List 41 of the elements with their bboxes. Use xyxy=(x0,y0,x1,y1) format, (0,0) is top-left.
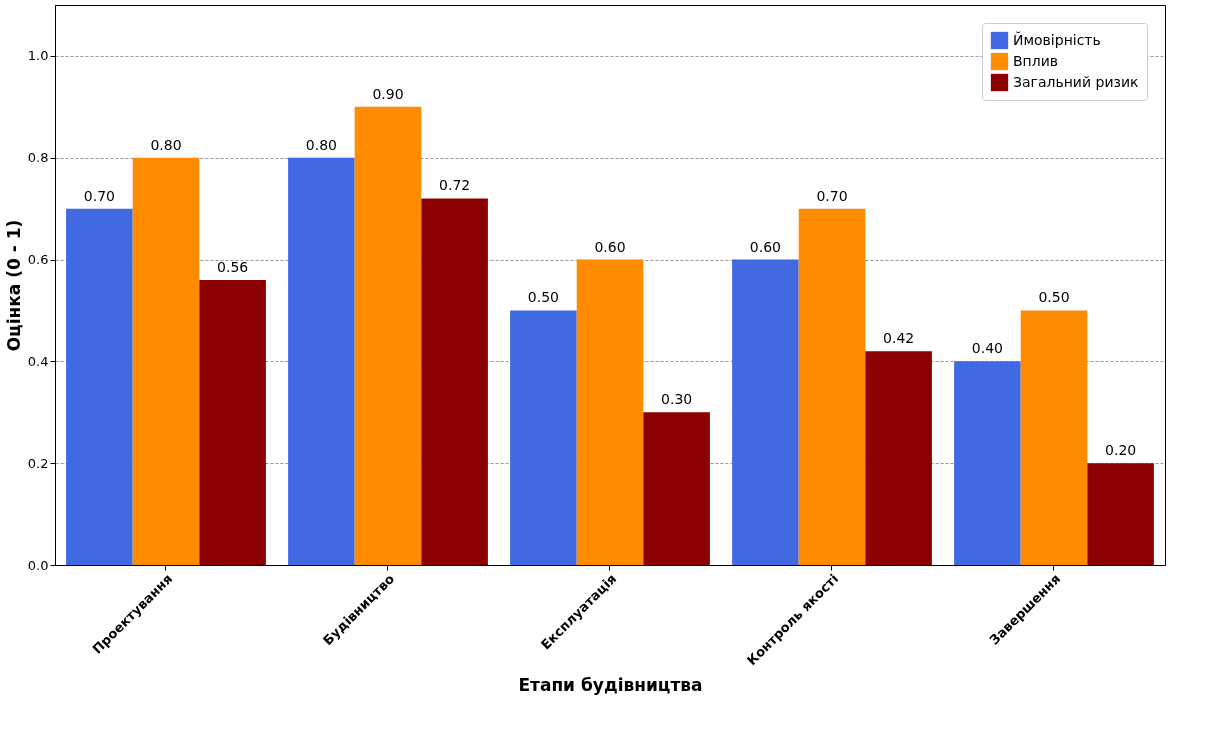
data-label: 0.72 xyxy=(439,177,471,194)
y-tick-label: 0.4 xyxy=(27,353,49,369)
y-tick-label: 0.2 xyxy=(27,455,49,471)
y-tick-label: 0.6 xyxy=(27,252,49,268)
data-label: 0.90 xyxy=(372,85,404,102)
data-label: 0.80 xyxy=(150,136,182,153)
bar xyxy=(732,259,799,565)
bar xyxy=(1020,310,1088,565)
bar xyxy=(798,208,866,565)
legend-label: Загальний ризик xyxy=(1013,73,1139,90)
data-label: 0.50 xyxy=(527,289,559,306)
bar xyxy=(1087,463,1154,565)
data-label: 0.30 xyxy=(661,391,693,408)
y-tick-label: 0.0 xyxy=(27,557,49,573)
legend-label: Вплив xyxy=(1013,52,1059,69)
bar xyxy=(354,106,422,565)
bar xyxy=(199,279,266,565)
data-label: 0.42 xyxy=(883,330,915,347)
y-axis-title: Оцінка (0 - 1) xyxy=(3,219,24,352)
y-tick-label: 1.0 xyxy=(27,48,49,64)
bar xyxy=(576,259,644,565)
bar xyxy=(510,310,577,565)
data-label: 0.70 xyxy=(83,187,115,204)
bar xyxy=(954,361,1021,565)
data-label: 0.50 xyxy=(1038,289,1070,306)
bar xyxy=(66,208,133,565)
bar xyxy=(643,412,710,565)
bar xyxy=(132,157,200,565)
bar xyxy=(865,351,932,565)
data-label: 0.56 xyxy=(217,258,249,275)
bar xyxy=(288,157,355,565)
y-tick-label: 0.8 xyxy=(27,150,49,166)
legend-label: Ймовірність xyxy=(1013,30,1101,48)
bar xyxy=(421,198,488,565)
data-label: 0.20 xyxy=(1105,442,1137,459)
data-label: 0.40 xyxy=(971,340,1003,357)
data-label: 0.60 xyxy=(749,238,781,255)
data-label: 0.80 xyxy=(305,136,337,153)
data-label: 0.70 xyxy=(816,187,848,204)
data-label: 0.60 xyxy=(594,238,626,255)
x-axis-title: Етапи будівництва xyxy=(518,675,703,696)
